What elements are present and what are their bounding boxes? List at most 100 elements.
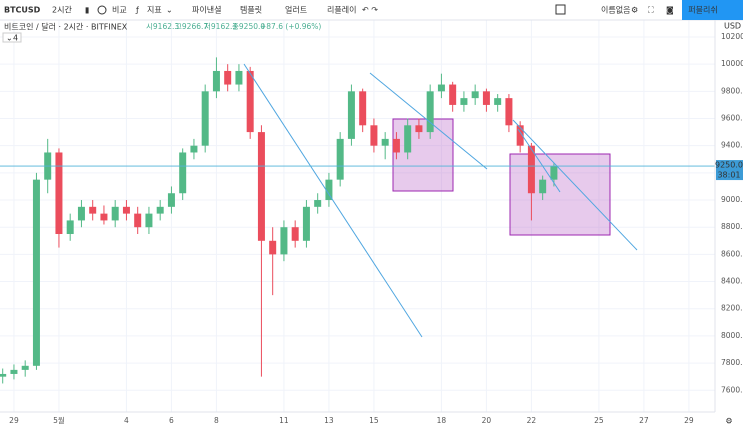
x-tick-label: 4 xyxy=(124,416,129,425)
candle-body xyxy=(134,213,142,228)
candle-body xyxy=(156,206,164,214)
undo[interactable]: ↶ ↷ xyxy=(361,6,378,15)
candle-body xyxy=(347,91,355,139)
expand-icon[interactable]: ⛶ xyxy=(647,6,654,15)
y-tick-label: 9600.0 xyxy=(721,114,743,123)
y-tick-label: 7600.0 xyxy=(721,385,743,394)
alerts[interactable]: 얼러트 xyxy=(285,5,307,15)
chart-style-icon[interactable]: ▮ xyxy=(85,6,89,15)
candle-body xyxy=(437,84,445,92)
publish-button[interactable] xyxy=(682,0,743,20)
interval[interactable]: 2시간 xyxy=(52,5,72,15)
rectangle-drawing[interactable] xyxy=(392,118,454,192)
y-tick-label: 9800.0 xyxy=(721,86,743,95)
y-tick-label: 9000.0 xyxy=(721,195,743,204)
candle-body xyxy=(415,125,423,133)
candle-body xyxy=(10,369,18,374)
x-tick-label: 25 xyxy=(594,416,604,425)
candle-body xyxy=(145,213,153,228)
candle-body xyxy=(32,179,40,366)
currency: USD xyxy=(724,22,741,31)
candle-body xyxy=(257,132,265,241)
candle-body xyxy=(77,206,85,221)
candle-body xyxy=(516,125,524,146)
x-tick-label: 18 xyxy=(437,416,447,425)
x-tick-label: 22 xyxy=(527,416,537,425)
templates[interactable]: 템플릿 xyxy=(240,5,262,15)
last-price: 9250.0 xyxy=(715,161,743,170)
candle-body xyxy=(269,240,277,255)
indicator-count[interactable]: 4 xyxy=(13,34,18,43)
grid xyxy=(0,20,715,412)
legend-title: 비트코인 / 달러 · 2시간 · BITFINEX xyxy=(4,22,128,32)
x-tick-label: 29 xyxy=(9,416,19,425)
legend-change: +87.6 (+0.96%) xyxy=(260,22,321,31)
candle-body xyxy=(66,220,74,235)
candle-body xyxy=(212,70,220,92)
candle-body xyxy=(550,166,558,180)
dropdown[interactable]: ⌄ xyxy=(166,6,173,15)
compare[interactable]: 비교 xyxy=(112,6,127,15)
legend-low: 저9162.3 xyxy=(204,22,237,31)
y-tick-label: 10000.0 xyxy=(721,59,743,68)
x-tick-label: 29 xyxy=(684,416,694,425)
symbol[interactable]: BTCUSD xyxy=(4,6,41,15)
y-tick-label: 8000.0 xyxy=(721,331,743,340)
compare-icon[interactable] xyxy=(97,5,107,15)
candle-body xyxy=(89,206,97,214)
price-axis: 7600.0 7800.0 8000.0 8200.0 8400.0 8600.0 8800… xyxy=(714,20,743,412)
candle-body xyxy=(359,91,367,126)
candle-body xyxy=(280,227,288,255)
legend-open: 시9162.3 xyxy=(146,22,179,31)
fullscreen-icon[interactable] xyxy=(555,4,566,15)
candle-body xyxy=(404,125,412,153)
y-tick-label: 9400.0 xyxy=(721,141,743,150)
x-tick-label: 5월 xyxy=(53,415,65,425)
snapshot-icon[interactable]: ◙ xyxy=(666,6,674,15)
financials[interactable]: 파이낸셜 xyxy=(192,5,221,15)
trend-line[interactable] xyxy=(512,119,638,251)
candle-body xyxy=(21,365,29,370)
candle-body xyxy=(291,227,299,241)
replay[interactable]: 리플레이 xyxy=(327,5,356,15)
x-tick-label: 6 xyxy=(169,416,174,425)
candle-body xyxy=(460,98,468,105)
candles xyxy=(0,57,558,384)
candle-body xyxy=(471,91,479,99)
candle-body xyxy=(370,125,378,146)
candle-body xyxy=(190,145,198,153)
candle-body xyxy=(55,152,63,235)
candle-body xyxy=(381,138,389,146)
rectangle-drawing[interactable] xyxy=(509,153,611,236)
candle-body xyxy=(527,145,535,194)
legend-close: 종9250.0 xyxy=(232,22,265,31)
chevron[interactable]: ⌄ xyxy=(6,34,13,43)
axis-settings[interactable]: ⚙ xyxy=(725,417,732,426)
x-tick-label: 27 xyxy=(639,416,649,425)
candle-body xyxy=(494,98,502,105)
y-tick-label: 8200.0 xyxy=(721,304,743,313)
indicators[interactable]: 지표 xyxy=(147,6,162,15)
y-tick-label: 8600.0 xyxy=(721,249,743,258)
x-tick-label: 15 xyxy=(369,416,379,425)
candle-body xyxy=(235,70,243,85)
layout-name[interactable]: 이름없음 xyxy=(601,5,630,15)
candle-body xyxy=(539,179,547,194)
publish[interactable]: 퍼블리쉬 xyxy=(688,5,717,15)
trend-line[interactable] xyxy=(243,63,423,338)
candle-body xyxy=(325,179,333,201)
settings-icon[interactable]: ⚙ xyxy=(631,6,638,15)
candle-body xyxy=(505,98,513,126)
trend-line[interactable] xyxy=(369,72,488,170)
indicator-icon[interactable]: ƒ xyxy=(135,6,139,15)
candle-body xyxy=(122,206,130,214)
candle-body xyxy=(482,91,490,105)
last-price-tag xyxy=(716,160,743,181)
indicator-toggle[interactable] xyxy=(2,32,22,43)
trend-line[interactable] xyxy=(517,128,561,193)
candle-body xyxy=(224,70,232,85)
legend-high: 고9266.7 xyxy=(175,22,208,31)
candle-body xyxy=(167,193,175,207)
